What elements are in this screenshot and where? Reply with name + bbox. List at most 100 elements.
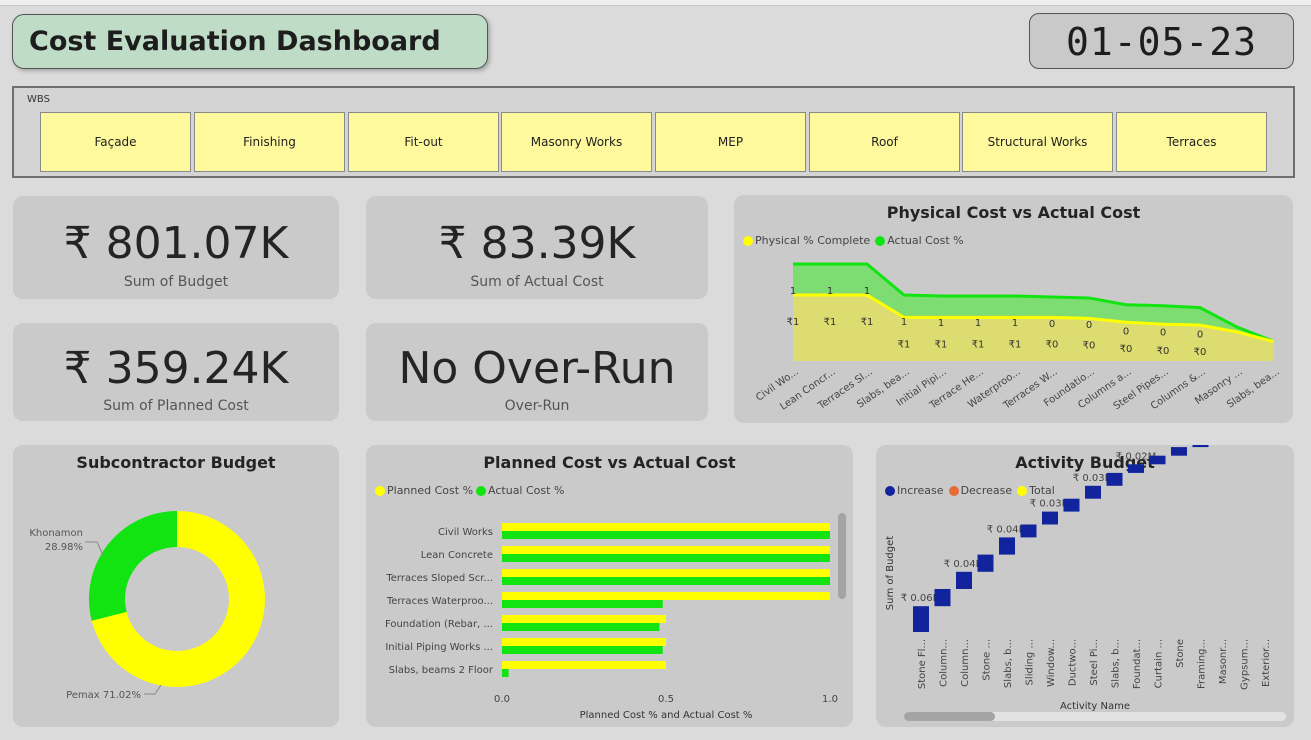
subcontractor-donut-chart: Khonamon 28.98% Pemax 71.02%	[29, 511, 266, 701]
kpi-actual-card: ₹ 83.39K Sum of Actual Cost	[366, 196, 708, 299]
legend-actual-cost[interactable]: Actual Cost %	[887, 234, 964, 247]
planned-cost-bar	[502, 523, 830, 531]
actual-data-label: 1	[790, 286, 796, 297]
x-axis-title: Planned Cost % and Actual Cost %	[580, 710, 753, 721]
increase-bar	[977, 554, 994, 572]
actual-cost-bar	[502, 669, 509, 677]
x-tick-label: 1.0	[822, 694, 838, 705]
physical-complete-area	[793, 295, 1274, 361]
data-label: ₹ 0.04M	[987, 524, 1027, 535]
physical-data-label: ₹1	[824, 317, 837, 328]
x-tick-label: Masonr...	[1218, 639, 1229, 684]
wbs-chip-structural-works[interactable]: Structural Works	[962, 112, 1113, 172]
horizontal-scroll-track[interactable]	[904, 712, 1286, 721]
x-tick-label: Slabs, b...	[1003, 639, 1014, 688]
x-tick-label: Framing...	[1197, 639, 1208, 689]
actual-cost-bar	[502, 531, 830, 539]
kpi-actual-caption: Sum of Actual Cost	[470, 274, 604, 290]
legend-dot-icon	[875, 235, 886, 246]
y-tick-label: Terraces Sloped Scr...	[385, 573, 493, 584]
increase-bar	[1192, 445, 1209, 448]
khonamon-label: Khonamon	[29, 528, 83, 539]
actual-data-label: 1	[938, 318, 944, 329]
wbs-chip-facade[interactable]: Façade	[40, 112, 191, 172]
increase-bar	[913, 606, 929, 632]
kpi-overrun-value: No Over-Run	[398, 343, 676, 394]
y-tick-label: Terraces Waterproo...	[386, 596, 493, 607]
physical-data-label: ₹1	[935, 339, 948, 350]
planned-cost-bar	[502, 592, 830, 600]
physical-data-label: ₹1	[898, 339, 911, 350]
legend-total[interactable]: Total	[1029, 484, 1055, 497]
x-tick-label: Ductwo...	[1068, 639, 1079, 686]
increase-bar	[1128, 464, 1144, 473]
x-tick-label: Foundat...	[1132, 639, 1143, 689]
legend-dot-icon	[375, 485, 385, 496]
x-tick-label: Stone ...	[982, 639, 993, 681]
legend-physical-complete[interactable]: Physical % Complete	[755, 234, 871, 247]
x-tick-label: Gypsum...	[1240, 639, 1251, 690]
x-tick-label: 0.5	[658, 694, 674, 705]
increase-bar	[1020, 524, 1037, 538]
pemax-label: Pemax 71.02%	[66, 690, 141, 701]
x-tick-label: Sliding ...	[1025, 639, 1036, 685]
kpi-overrun-card: No Over-Run Over-Run	[366, 323, 708, 421]
legend-actual-cost[interactable]: Actual Cost %	[488, 484, 565, 497]
wbs-chip-fit-out[interactable]: Fit-out	[348, 112, 499, 172]
data-label: ₹ 0.02M	[1116, 451, 1156, 462]
actual-data-label: 0	[1086, 320, 1092, 331]
khonamon-leader-line	[85, 541, 104, 556]
x-axis-title: Activity Name	[1060, 701, 1130, 712]
wbs-chip-roof[interactable]: Roof	[809, 112, 960, 172]
physical-chart-legend: Physical % Complete Actual Cost %	[743, 234, 964, 247]
planned-cost-bar	[502, 546, 830, 554]
date-card: 01-05-23	[1029, 13, 1294, 69]
physical-vs-actual-card: Physical Cost vs Actual Cost Physical % …	[734, 195, 1293, 423]
x-tick-label: Curtain ...	[1154, 639, 1165, 688]
increase-bar	[956, 571, 972, 589]
actual-cost-bar	[502, 646, 663, 654]
legend-planned-cost[interactable]: Planned Cost %	[387, 484, 474, 497]
legend-dot-icon	[743, 235, 753, 246]
physical-data-label: ₹1	[1009, 339, 1022, 350]
wbs-chip-mep[interactable]: MEP	[655, 112, 806, 172]
horizontal-scroll-thumb[interactable]	[904, 712, 995, 721]
vertical-scrollbar[interactable]	[838, 513, 846, 599]
subcontractor-chart-title: Subcontractor Budget	[76, 453, 276, 472]
planned-chart-legend: Planned Cost % Actual Cost %	[375, 484, 564, 497]
actual-data-label: 1	[975, 318, 981, 329]
actual-data-label: 1	[827, 286, 833, 297]
physical-data-label: ₹1	[972, 339, 985, 350]
planned-cost-bar	[502, 569, 830, 577]
x-tick-label: Stone Fl...	[917, 639, 928, 689]
y-tick-label: Civil Works	[438, 527, 493, 538]
increase-bar	[1063, 498, 1080, 512]
x-tick-label: Slabs, b...	[1111, 639, 1122, 688]
increase-bar	[1171, 447, 1187, 456]
pemax-slice	[91, 511, 266, 687]
wbs-chip-finishing[interactable]: Finishing	[194, 112, 345, 172]
wbs-chip-terraces[interactable]: Terraces	[1116, 112, 1267, 172]
kpi-overrun-caption: Over-Run	[504, 398, 570, 414]
physical-area-chart: 1 1 11 1 1 1 0 00 0 0₹1 ₹1 ₹1₹1 ₹1 ₹1 ₹1 ₹0 ₹0 ₹0 ₹0 ₹0Civi…	[754, 262, 1282, 413]
actual-data-label: 0	[1197, 330, 1203, 341]
title-card: Cost Evaluation Dashboard	[12, 14, 488, 69]
y-tick-label: Initial Piping Works ...	[385, 642, 493, 653]
kpi-planned-value: ₹ 359.24K	[63, 343, 289, 394]
physical-data-label: ₹0	[1083, 340, 1096, 351]
legend-increase[interactable]: Increase	[897, 484, 944, 497]
wbs-chip-masonry-works[interactable]: Masonry Works	[501, 112, 652, 172]
planned-chart-title: Planned Cost vs Actual Cost	[483, 453, 736, 472]
activity-chart-title: Activity Budget	[1015, 453, 1155, 472]
legend-decrease[interactable]: Decrease	[960, 484, 1013, 497]
activity-waterfall-chart: ₹ 0.06M₹ 0.04M₹ 0.04M₹ 0.03M₹ 0.03M₹ 0.0…	[885, 445, 1272, 712]
kpi-budget-card: ₹ 801.07K Sum of Budget	[13, 196, 339, 299]
x-tick-label: Column...	[939, 639, 950, 687]
actual-cost-bar	[502, 600, 663, 608]
actual-data-label: 0	[1123, 327, 1129, 338]
increase-bar	[1085, 485, 1101, 499]
legend-dot-icon	[885, 485, 895, 496]
increase-bar	[1149, 455, 1166, 465]
legend-dot-icon	[948, 485, 959, 496]
physical-data-label: ₹0	[1120, 344, 1133, 355]
